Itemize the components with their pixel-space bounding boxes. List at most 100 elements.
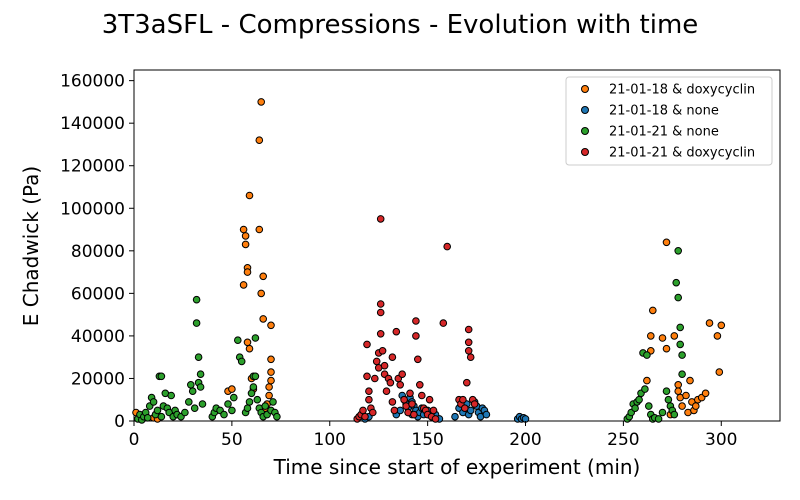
legend-label: 21-01-18 & none (609, 104, 719, 119)
legend-marker (581, 106, 589, 114)
data-point (398, 370, 407, 379)
data-point (392, 327, 401, 336)
legend-label: 21-01-21 & doxycyclin (609, 146, 755, 161)
data-point (412, 317, 420, 325)
data-point (692, 402, 700, 410)
data-point (645, 402, 653, 410)
data-point (678, 351, 686, 359)
data-point (390, 406, 399, 415)
data-point (363, 340, 371, 349)
data-point (701, 389, 710, 398)
data-point (239, 281, 248, 289)
data-point (416, 381, 424, 389)
data-point (267, 355, 275, 364)
data-point (429, 406, 438, 415)
data-point (647, 332, 655, 340)
data-point (678, 402, 686, 410)
data-point (267, 368, 275, 376)
data-point (196, 383, 205, 391)
data-point (149, 398, 158, 406)
y-axis-label: E Chadwick (Pa) (19, 166, 43, 326)
data-point (241, 240, 250, 249)
data-point (376, 300, 385, 308)
data-point (388, 353, 397, 362)
data-point (459, 395, 467, 404)
data-point (425, 395, 434, 404)
data-point (372, 357, 381, 366)
y-tick-label: 80000 (71, 242, 125, 262)
chart-title: 3T3aSFL - Compressions - Evolution with … (102, 10, 699, 40)
data-point (672, 278, 681, 287)
data-point (662, 238, 671, 247)
data-point (631, 404, 639, 413)
data-point (234, 336, 242, 345)
legend-marker (581, 148, 589, 156)
y-tick-label: 100000 (60, 199, 125, 219)
data-point (269, 398, 277, 406)
data-point (243, 338, 252, 347)
data-point (641, 385, 649, 393)
data-point (658, 334, 667, 342)
data-point (371, 374, 379, 383)
data-point (255, 136, 264, 144)
data-point (654, 415, 663, 423)
data-point (439, 319, 448, 327)
data-point (273, 412, 281, 421)
data-point (257, 98, 266, 106)
x-tick-label: 100 (314, 430, 346, 450)
data-point (249, 383, 258, 391)
legend-marker (581, 127, 589, 135)
data-point (363, 372, 371, 381)
data-point (220, 410, 228, 419)
y-tick-label: 120000 (60, 157, 125, 177)
data-point (464, 347, 473, 355)
data-point (412, 332, 420, 340)
data-point (400, 395, 408, 404)
data-point (365, 395, 373, 404)
data-point (224, 400, 232, 408)
data-point (674, 293, 683, 302)
data-point (414, 355, 422, 364)
y-tick-label: 140000 (60, 114, 125, 134)
data-point (705, 319, 714, 327)
data-point (410, 410, 418, 419)
data-point (185, 398, 193, 406)
data-point (678, 370, 686, 379)
data-point (187, 381, 195, 389)
data-point (658, 408, 667, 417)
data-point (443, 242, 452, 251)
data-point (715, 368, 724, 376)
data-point (382, 387, 391, 396)
data-point (408, 400, 416, 408)
data-point (674, 387, 683, 396)
data-point (192, 319, 201, 327)
data-point (228, 406, 236, 415)
x-tick-label: 300 (705, 430, 737, 450)
data-point (167, 391, 175, 400)
data-point (664, 395, 673, 404)
data-point (676, 323, 685, 332)
data-point (431, 415, 440, 423)
data-point (251, 372, 260, 381)
data-point (255, 225, 264, 234)
data-point (243, 268, 252, 276)
data-point (245, 398, 254, 406)
x-axis-label: Time since start of experiment (min) (273, 455, 641, 479)
legend-box (565, 76, 773, 166)
data-point (682, 391, 690, 400)
data-point (376, 330, 385, 338)
data-point (713, 332, 722, 340)
y-tick-label: 40000 (71, 327, 125, 347)
data-point (717, 321, 726, 330)
data-point (662, 387, 671, 396)
ticks-layer: 0 50 100 150 200 250 300 0 20000 40000 60000 80000 1… (60, 72, 737, 450)
data-point (365, 387, 373, 396)
data-point (194, 353, 203, 362)
data-point (376, 215, 385, 223)
data-point (369, 408, 377, 417)
data-point (670, 332, 679, 340)
data-point (470, 400, 479, 408)
data-point (466, 353, 475, 362)
x-tick-label: 250 (607, 430, 639, 450)
data-point (635, 395, 643, 404)
